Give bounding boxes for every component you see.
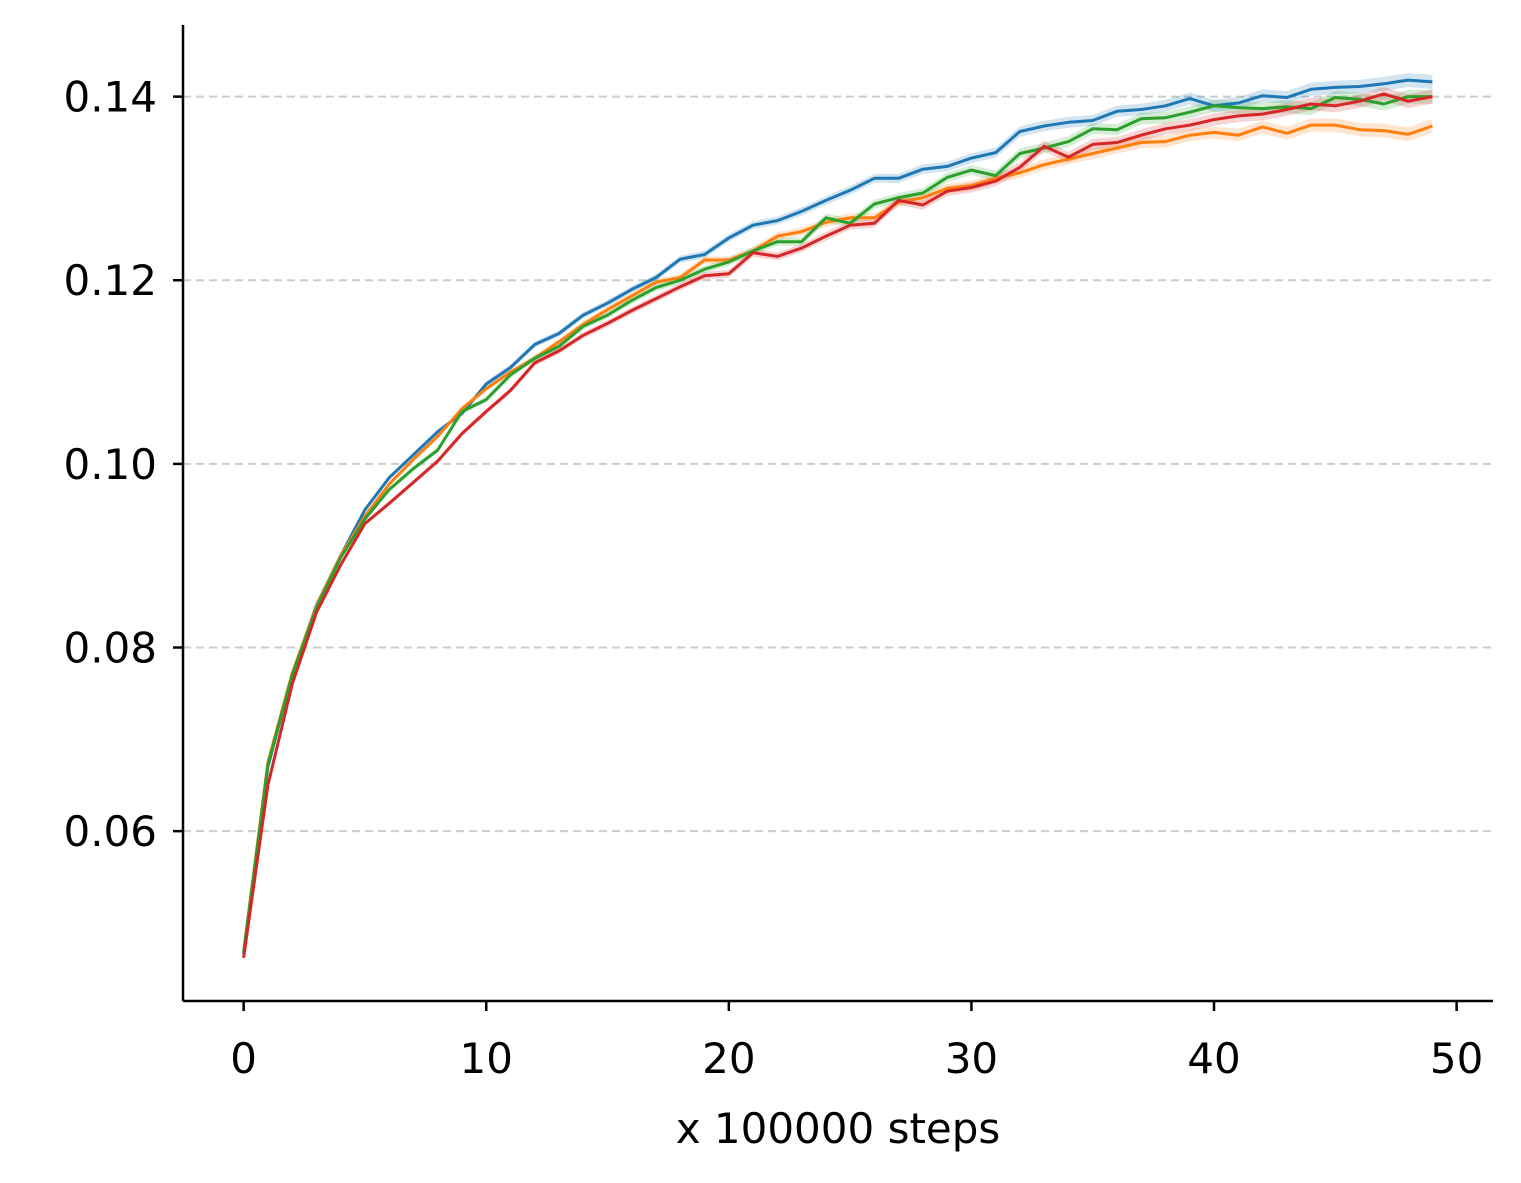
- x-axis-label: x 100000 steps: [676, 1104, 1001, 1153]
- y-tick-label: 0.12: [63, 256, 157, 305]
- x-ticks: 0 10 20 30 40 50: [230, 1001, 1483, 1083]
- confidence-bands: [243, 73, 1433, 960]
- series-1-line: [242, 78, 1433, 955]
- x-tick-label: 0: [230, 1034, 257, 1083]
- series-2-band: [243, 118, 1433, 954]
- series-3-line: [242, 95, 1433, 953]
- y-tick-label: 0.08: [63, 624, 157, 673]
- gridlines: [183, 95, 1493, 833]
- y-tick-label: 0.10: [63, 440, 157, 489]
- y-tick-label: 0.06: [63, 807, 157, 856]
- x-tick-label: 20: [702, 1034, 755, 1083]
- x-tick-label: 30: [945, 1034, 998, 1083]
- y-ticks: 0.06 0.08 0.10 0.12 0.14: [63, 73, 183, 856]
- axes: [181, 25, 1493, 1003]
- series-2-line: [242, 123, 1433, 953]
- y-tick-label: 0.14: [63, 73, 157, 122]
- x-tick-label: 50: [1430, 1034, 1483, 1083]
- x-tick-label: 40: [1187, 1034, 1240, 1083]
- series-4-line: [242, 92, 1433, 959]
- series-1-band: [243, 73, 1433, 956]
- series-lines: [242, 78, 1433, 959]
- x-tick-label: 10: [460, 1034, 513, 1083]
